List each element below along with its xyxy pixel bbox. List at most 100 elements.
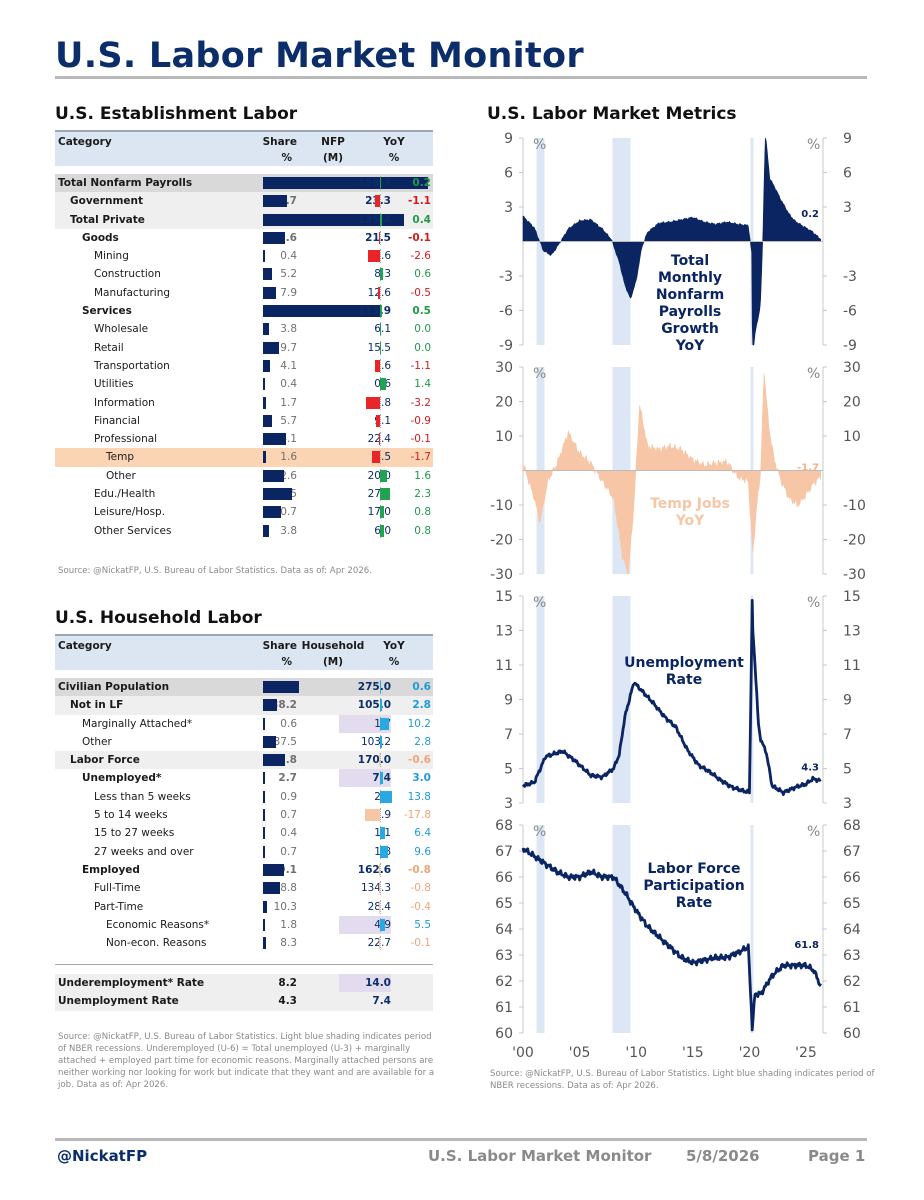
table-row: Labor Force61.8170.0-0.6	[55, 751, 433, 770]
row-label: Goods	[82, 231, 119, 244]
x-tick-label: '10	[625, 1045, 647, 1061]
footer-handle[interactable]: @NickatFP	[57, 1147, 148, 1165]
table-row: Wholesale 3.8 6.1 0.0	[55, 320, 433, 338]
unit-right: %	[807, 595, 820, 611]
household-title: U.S. Household Labor	[55, 608, 262, 628]
chart-panel-3: 3 3 5 5 7 7 9 9 11 11 13 13 15 15% % 4.3 Unemployment Rat…	[495, 589, 861, 812]
table-row: Services71.8113.90.5	[55, 302, 433, 320]
row-share: 1.6	[280, 451, 297, 464]
value-bar	[263, 250, 265, 263]
y-tick-label-right: 61	[843, 1000, 861, 1016]
yoy-bar	[379, 231, 380, 244]
value-bar	[263, 305, 382, 318]
x-tick-label: '20	[739, 1045, 761, 1061]
row-yoy: 0.4	[412, 213, 431, 226]
y-tick-label-left: -10	[490, 498, 513, 514]
value-bar	[263, 359, 270, 372]
yoy-bar	[380, 735, 383, 748]
yoy-axis	[380, 450, 381, 465]
y-tick-label-right: 10	[843, 429, 861, 445]
chart-title-line: Growth	[661, 321, 719, 337]
y-tick-label-left: -9	[499, 338, 513, 354]
row-yoy: 2.3	[414, 488, 431, 501]
value-bar	[263, 681, 299, 693]
value-bar	[263, 809, 265, 822]
yoy-axis	[380, 230, 381, 245]
y-tick-label-left: -3	[499, 269, 513, 285]
row-yoy: -0.4	[410, 900, 432, 913]
row-yoy: -0.1	[410, 433, 432, 446]
row-value: 113.9	[357, 305, 391, 318]
row-value: 103.2	[360, 735, 391, 748]
y-tick-label-left: 62	[495, 974, 513, 990]
row-share: 0.6	[280, 717, 297, 730]
value-bar	[263, 469, 284, 482]
yoy-bar	[380, 469, 388, 482]
yoy-axis	[380, 358, 381, 373]
value-bar	[263, 754, 286, 767]
y-tick-label-left: 66	[495, 870, 513, 886]
y-tick-label-right: -9	[843, 338, 857, 354]
establishment-table: Category Share % NFP (M) YoY % Total Non…	[55, 130, 433, 540]
col-yoy-unit: %	[388, 656, 400, 668]
yoy-axis	[380, 936, 381, 951]
row-value: 15.5	[275, 339, 391, 357]
yoy-axis	[380, 899, 381, 914]
y-tick-label-left: 13	[495, 624, 513, 640]
yoy-bar	[379, 900, 380, 913]
value-highlight	[339, 974, 391, 992]
unit-right: %	[807, 824, 820, 840]
row-yoy: -2.6	[410, 250, 432, 263]
row-yoy: -0.1	[410, 937, 432, 950]
chart-title-line: YoY	[675, 338, 705, 354]
row-share: 0.4	[280, 378, 297, 391]
col-share: Share	[262, 640, 297, 652]
yoy-bar	[380, 524, 384, 537]
table-row: Leisure/Hosp.10.717.00.8	[55, 503, 433, 521]
value-bar	[263, 717, 265, 730]
rate-label: Unemployment Rate	[58, 995, 179, 1008]
y-tick-label-right: -3	[843, 269, 857, 285]
y-tick-label-left: 11	[495, 658, 513, 674]
value-bar	[263, 433, 287, 446]
row-share: 0.4	[280, 827, 297, 840]
metrics-source: Source: @NickatFP, U.S. Bureau of Labor …	[490, 1069, 875, 1091]
y-tick-label-left: 67	[495, 844, 513, 860]
row-label: Information	[94, 396, 155, 409]
title-rule	[55, 76, 867, 79]
yoy-axis	[380, 249, 381, 264]
row-label: Non-econ. Reasons	[106, 937, 207, 950]
footer-date: 5/8/2026	[686, 1147, 760, 1165]
y-tick-label-right: -30	[843, 567, 866, 583]
x-tick-label: '05	[569, 1045, 591, 1061]
col-yoy: YoY	[383, 640, 405, 652]
value-bar	[263, 396, 266, 409]
row-label: Other	[106, 469, 136, 482]
row-share: 5.7	[280, 414, 297, 427]
y-tick-label-right: 15	[843, 589, 861, 605]
row-share: 8.3	[280, 937, 297, 950]
table-row: Economic Reasons*1.84.95.5	[55, 915, 433, 934]
yoy-bar	[379, 433, 380, 446]
metrics-title: U.S. Labor Market Metrics	[487, 104, 737, 124]
row-share: 0.7	[280, 809, 297, 822]
y-tick-label-left: 5	[504, 762, 513, 778]
value-highlight	[339, 714, 391, 733]
table-row: Financial 5.7 9.1 -0.9	[55, 412, 433, 430]
recession-band	[750, 596, 754, 803]
y-tick-label-left: 64	[495, 922, 513, 938]
y-tick-label-left: 9	[504, 131, 513, 147]
y-tick-label-right: 7	[843, 727, 852, 743]
establishment-rows: Total Nonfarm Payrolls100.0158.70.2Gover…	[55, 174, 433, 540]
value-bar	[263, 790, 265, 803]
chart-title-line: Temp Jobs	[650, 496, 730, 512]
yoy-bar	[368, 250, 380, 263]
row-share: 5.2	[280, 268, 297, 281]
row-yoy: -0.8	[410, 882, 432, 895]
value-bar	[263, 378, 265, 391]
row-label: Other Services	[94, 524, 172, 537]
